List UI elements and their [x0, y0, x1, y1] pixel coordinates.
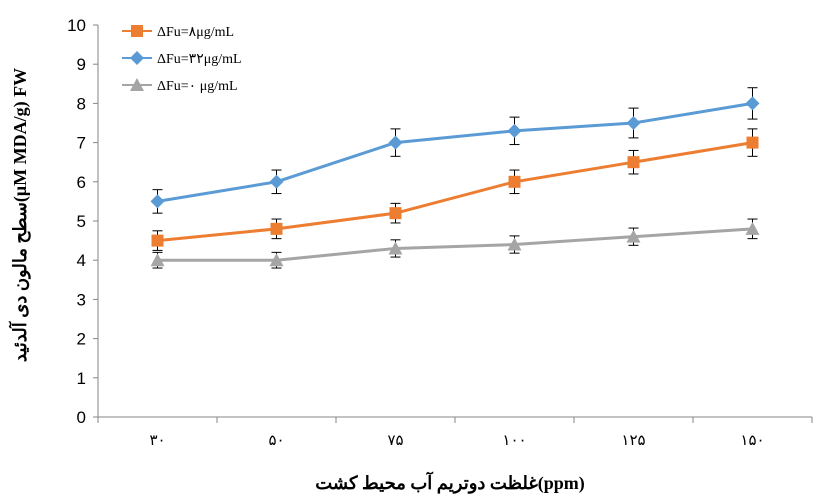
- y-tick-label: 5: [77, 212, 86, 231]
- data-point: [626, 116, 641, 130]
- x-axis-title: غلظت دوتریم آب محیط کشت(ppm): [315, 471, 585, 494]
- legend-marker: [130, 51, 144, 65]
- data-point: [269, 253, 284, 267]
- y-tick-label: 7: [77, 134, 86, 153]
- data-point: [627, 156, 640, 169]
- data-point: [150, 253, 165, 267]
- data-point: [389, 207, 402, 220]
- series-layer: [150, 87, 760, 269]
- data-point: [388, 241, 403, 255]
- series-1: [151, 128, 759, 251]
- y-axis-title: سطح مالون دی آلدئید(μM MDA/g) FW: [8, 68, 31, 362]
- x-tick-label: ۳۰: [149, 431, 165, 449]
- data-point: [745, 96, 760, 111]
- data-point: [269, 174, 284, 189]
- legend-marker: [130, 78, 144, 91]
- legend-label: ΔFu=۳۲μg/mL: [157, 52, 242, 67]
- data-point: [507, 123, 522, 138]
- legend: ΔFu=۸μg/mL ΔFu=۳۲μg/mL ΔFu=۰ μg/mL: [116, 8, 272, 98]
- y-tick-label: 9: [77, 55, 86, 74]
- data-point: [507, 237, 522, 251]
- series-line: [157, 141, 753, 243]
- legend-background: [116, 8, 272, 98]
- series-3: [150, 218, 760, 269]
- series-2: [150, 87, 760, 214]
- data-point: [746, 136, 759, 149]
- data-point: [508, 175, 521, 188]
- legend-marker: [131, 25, 143, 37]
- y-tick-label: 0: [77, 408, 86, 427]
- data-point: [270, 222, 283, 235]
- y-tick-label: 10: [67, 16, 86, 35]
- y-axis-ticks: 0 1 2 3 4 5 6 7 8 9 10: [67, 16, 98, 427]
- y-tick-label: 6: [77, 173, 86, 192]
- legend-label: ΔFu=۰ μg/mL: [157, 79, 238, 94]
- x-axis-ticks: ۳۰ ۵۰ ۷۵ ۱۰۰ ۱۲۵ ۱۵۰: [97, 417, 813, 449]
- legend-label: ΔFu=۸μg/mL: [157, 25, 234, 40]
- x-tick-label: ۷۵: [387, 431, 403, 449]
- data-point: [151, 234, 164, 247]
- y-tick-label: 3: [77, 290, 86, 309]
- y-tick-label: 8: [77, 94, 86, 113]
- series-line: [157, 101, 753, 203]
- data-point: [745, 221, 760, 235]
- data-point: [388, 135, 403, 150]
- data-point: [150, 194, 165, 209]
- x-tick-label: ۵۰: [268, 431, 284, 449]
- x-tick-label: ۱۲۵: [621, 431, 645, 449]
- y-tick-label: 2: [77, 330, 86, 349]
- y-tick-label: 1: [77, 369, 86, 388]
- y-tick-label: 4: [77, 251, 86, 270]
- x-tick-label: ۱۰۰: [502, 431, 526, 449]
- x-tick-label: ۱۵۰: [740, 431, 764, 449]
- series-line: [157, 227, 753, 262]
- data-point: [626, 229, 641, 243]
